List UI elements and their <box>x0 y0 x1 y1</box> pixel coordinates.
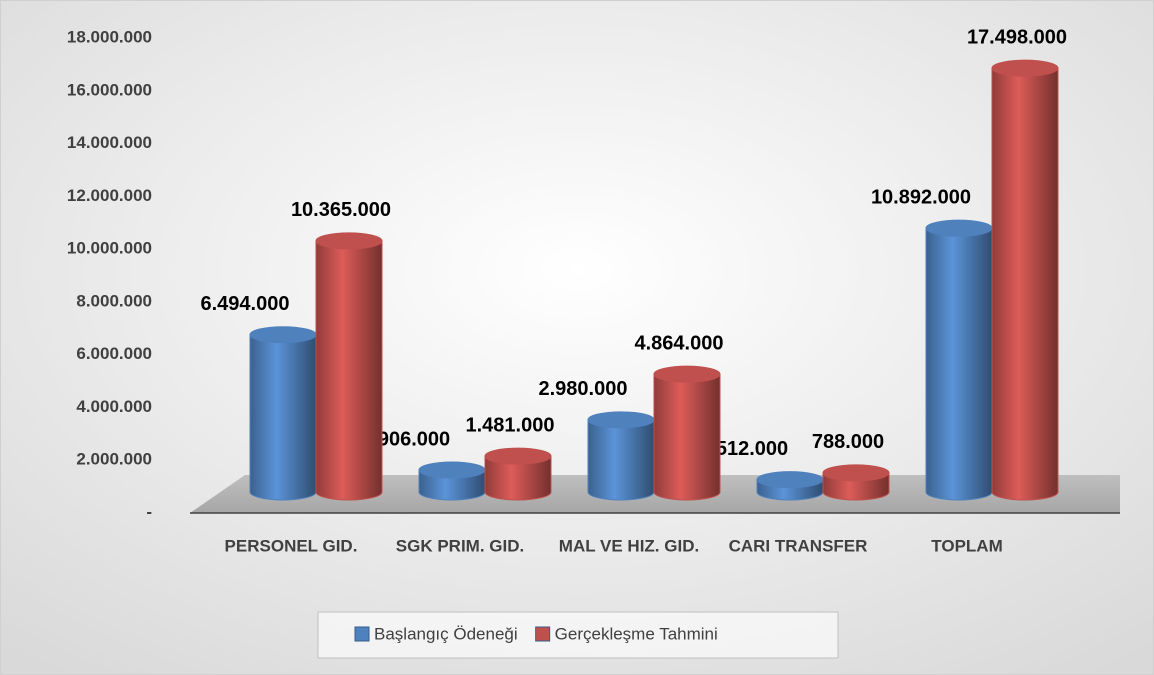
x-tick-label: SGK PRIM. GID. <box>396 536 524 555</box>
data-label: 1.481.000 <box>466 414 555 436</box>
cylinder-top <box>991 59 1059 77</box>
data-label: 788.000 <box>812 431 884 453</box>
x-tick-label: TOPLAM <box>931 536 1002 555</box>
cylinder <box>587 419 655 501</box>
y-tick-label: 12.000.000 <box>67 186 152 205</box>
y-tick-label: 2.000.000 <box>76 450 152 469</box>
y-tick-label: 18.000.000 <box>67 27 152 46</box>
cylinder-top <box>587 411 655 429</box>
y-tick-label: 4.000.000 <box>76 397 152 416</box>
data-label: 2.980.000 <box>539 378 628 400</box>
x-tick-label: PERSONEL GID. <box>225 536 358 555</box>
cylinder <box>925 227 993 501</box>
cylinder-top <box>484 447 552 465</box>
cylinder-top <box>925 219 993 237</box>
cylinder-top <box>315 232 383 250</box>
data-label: 4.864.000 <box>635 332 724 354</box>
cylinder-top <box>249 326 317 344</box>
data-label: 512.000 <box>716 438 788 460</box>
cylinder <box>484 455 552 501</box>
cylinder <box>249 334 317 501</box>
y-tick-label: 6.000.000 <box>76 344 152 363</box>
cylinder-top <box>653 365 721 383</box>
x-tick-label: CARI TRANSFER <box>729 536 868 555</box>
y-tick-label: 8.000.000 <box>76 291 152 310</box>
legend-label: Gerçekleşme Tahmini <box>555 624 718 643</box>
y-tick-label: - <box>146 502 152 521</box>
y-tick-label: 16.000.000 <box>67 80 152 99</box>
cylinder-top <box>756 471 824 489</box>
legend-swatch <box>354 626 370 642</box>
data-label: 906.000 <box>378 428 450 450</box>
data-label: 6.494.000 <box>201 293 290 315</box>
y-tick-label: 14.000.000 <box>67 133 152 152</box>
cylinder <box>418 469 486 501</box>
data-label: 17.498.000 <box>967 26 1067 48</box>
legend <box>317 611 839 659</box>
cylinder <box>991 67 1059 501</box>
cylinder-top <box>822 464 890 482</box>
y-tick-label: 10.000.000 <box>67 239 152 258</box>
x-tick-label: MAL VE HIZ. GID. <box>559 536 699 555</box>
cylinder <box>315 240 383 501</box>
data-label: 10.892.000 <box>871 186 971 208</box>
legend-label: Başlangıç Ödeneği <box>374 624 518 643</box>
cylinder <box>653 373 721 501</box>
data-label: 10.365.000 <box>291 199 391 221</box>
cylinder-top <box>418 461 486 479</box>
legend-swatch <box>535 626 551 642</box>
